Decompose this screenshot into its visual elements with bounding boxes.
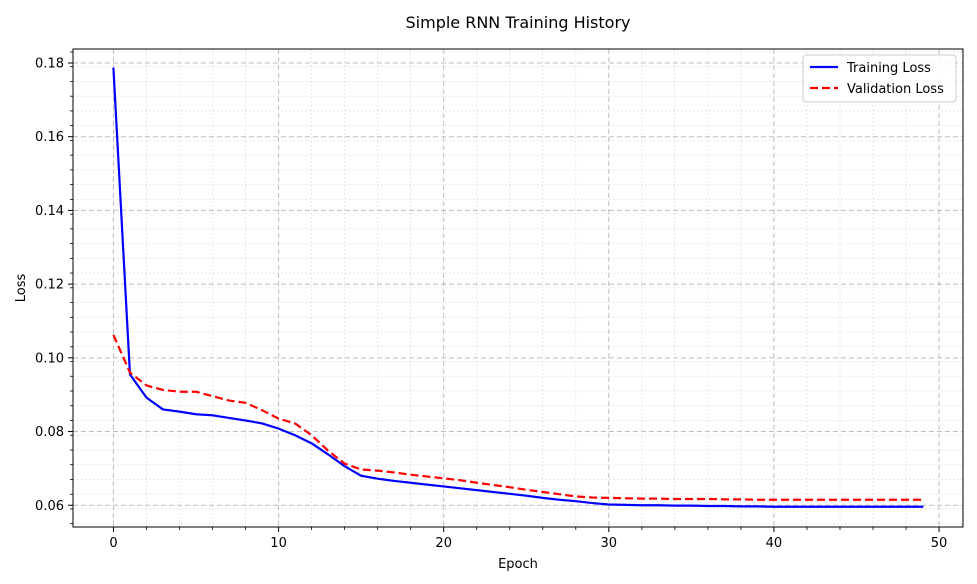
x-axis-label: Epoch	[498, 557, 538, 572]
validation-loss-line	[112, 334, 923, 501]
legend: Training Loss Validation Loss	[802, 54, 957, 103]
axes-layer: 0 10 20 30 40 50 0.06 0.08 0.10 0.12 0.14 0.16 0.18	[35, 51, 948, 551]
y-tick-label: 0.18	[35, 57, 64, 72]
y-axis-label: Loss	[14, 274, 29, 303]
y-tick-label: 0.06	[35, 499, 64, 514]
x-tick-label: 20	[435, 536, 452, 551]
series-layer	[112, 67, 924, 508]
x-tick-label: 10	[270, 536, 287, 551]
x-tick-label: 50	[931, 536, 948, 551]
x-tick-label: 30	[601, 536, 618, 551]
legend-box	[802, 54, 957, 103]
y-tick-label: 0.08	[35, 425, 64, 440]
x-tick-label: 0	[109, 536, 117, 551]
x-tick-label: 40	[766, 536, 783, 551]
y-tick-label: 0.10	[35, 351, 64, 366]
y-tick-label: 0.12	[35, 278, 64, 293]
y-tick-label: 0.16	[35, 130, 64, 145]
y-tick-label: 0.14	[35, 204, 64, 219]
legend-label-training: Training Loss	[846, 61, 931, 76]
chart-title: Simple RNN Training History	[406, 13, 631, 32]
training-loss-line	[112, 67, 924, 508]
chart-grid	[73, 49, 963, 527]
legend-label-validation: Validation Loss	[847, 82, 944, 97]
